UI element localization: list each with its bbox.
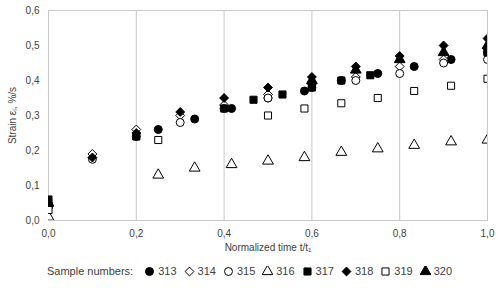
html-text:316: 316: [276, 265, 295, 277]
html-text:Sample numbers:: Sample numbers:: [47, 265, 134, 277]
html-text:314: 314: [197, 265, 216, 277]
svg-text:0,6: 0,6: [26, 5, 40, 16]
svg-text:0,0: 0,0: [42, 228, 56, 239]
svg-text:0,0: 0,0: [26, 215, 40, 226]
svg-text:0,4: 0,4: [26, 75, 40, 86]
svg-text:0,3: 0,3: [26, 110, 40, 121]
html-text:319: 319: [394, 265, 413, 277]
html-text:313: 313: [158, 265, 177, 277]
svg-text:0,5: 0,5: [26, 40, 40, 51]
svg-text:0,6: 0,6: [305, 228, 319, 239]
svg-text:Strain εᵢ, %/s: Strain εᵢ, %/s: [7, 87, 18, 144]
svg-text:0,2: 0,2: [129, 228, 143, 239]
svg-text:0,2: 0,2: [26, 145, 40, 156]
svg-text:Normalized time t/t₁: Normalized time t/t₁: [225, 242, 312, 253]
svg-text:0,8: 0,8: [393, 228, 407, 239]
svg-text:0,4: 0,4: [217, 228, 231, 239]
svg-text:0,1: 0,1: [26, 180, 40, 191]
svg-text:1,0: 1,0: [481, 228, 495, 239]
html-text:317: 317: [315, 265, 334, 277]
html-text:318: 318: [355, 265, 374, 277]
html-text:315: 315: [236, 265, 256, 277]
html-text:320: 320: [433, 265, 452, 277]
